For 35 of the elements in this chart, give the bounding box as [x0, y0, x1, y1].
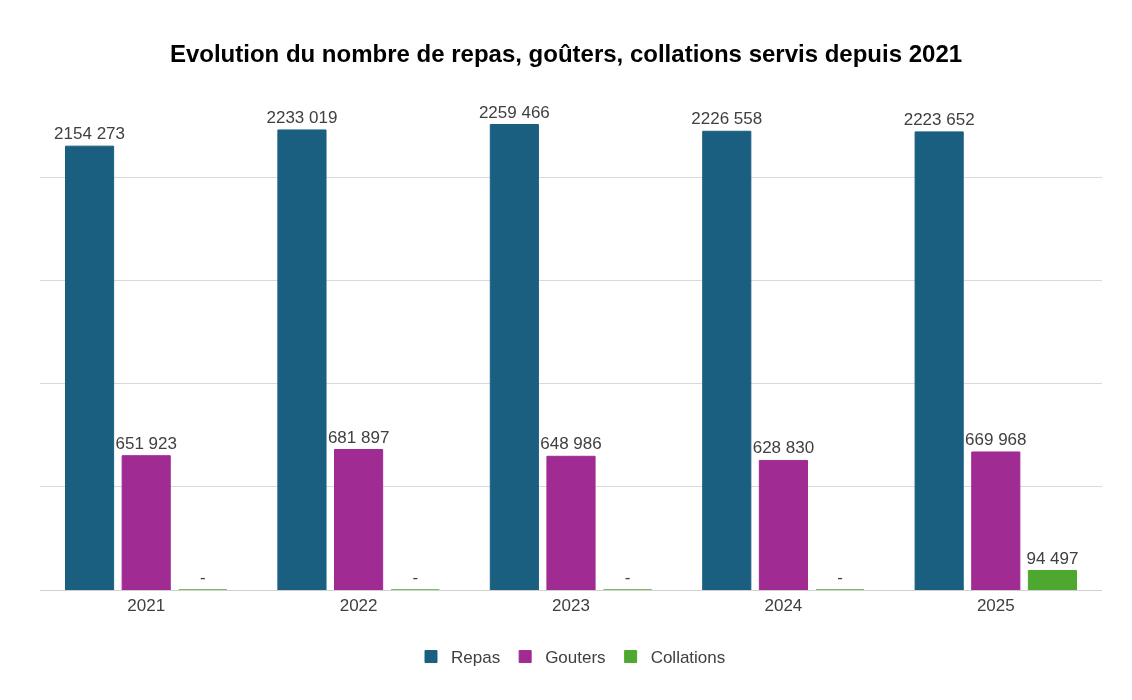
bar	[546, 455, 596, 590]
bar	[702, 130, 752, 590]
data-label: 2259 466	[478, 102, 550, 122]
bar	[1027, 570, 1078, 590]
data-label: 2223 652	[903, 109, 975, 129]
bar	[277, 129, 327, 590]
x-tick-label: 2024	[764, 596, 803, 616]
data-label: -	[837, 568, 843, 587]
legend-label: Repas	[451, 648, 501, 668]
data-label: -	[200, 568, 206, 587]
data-label: -	[624, 568, 631, 587]
x-tick-label: 2021	[127, 596, 166, 616]
bar	[971, 451, 1021, 590]
legend-label: Collations	[650, 648, 726, 668]
data-label: 669 968	[965, 429, 1027, 449]
x-tick-label: 2025	[976, 596, 1015, 616]
data-label: 94 497	[1026, 548, 1079, 568]
bar	[489, 124, 539, 590]
bar	[334, 449, 384, 590]
chart-title: Evolution du nombre de repas, goûters, collations servis depuis 2021	[169, 40, 963, 68]
bar	[758, 459, 808, 590]
x-tick-label: 2022	[339, 596, 378, 616]
data-label: 651 923	[115, 433, 177, 453]
bar	[121, 455, 171, 590]
data-label: 2233 019	[266, 107, 338, 127]
x-tick-label: 2023	[552, 596, 590, 616]
bar	[64, 145, 115, 590]
data-label: 681 897	[327, 427, 390, 447]
data-label: 648 986	[540, 434, 602, 454]
data-label: 628 830	[752, 438, 815, 458]
data-label: 2226 558	[691, 109, 763, 129]
bar	[914, 131, 964, 590]
data-label: -	[412, 568, 419, 587]
legend-label: Gouters	[545, 648, 606, 668]
data-label: 2154 273	[54, 124, 126, 144]
